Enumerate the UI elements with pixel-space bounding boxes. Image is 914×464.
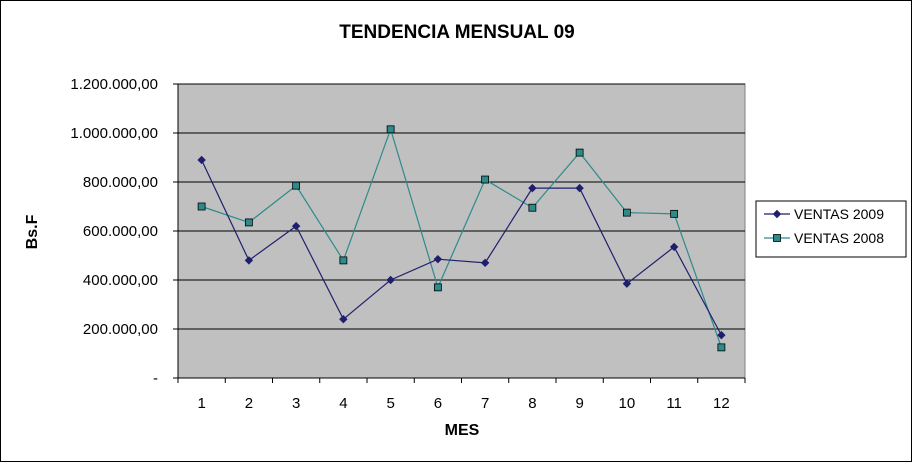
data-point xyxy=(339,314,348,324)
y-tick-label: 200.000,00 xyxy=(83,321,158,338)
series-1 xyxy=(197,125,726,352)
y-tick-label: 400.000,00 xyxy=(83,272,158,289)
x-tick-label: 5 xyxy=(386,395,394,412)
series-line xyxy=(201,159,722,336)
y-tick-label: - xyxy=(153,370,158,387)
data-point xyxy=(244,218,253,227)
series-layer xyxy=(197,125,726,352)
series-0 xyxy=(197,155,726,340)
y-tick-label: 800.000,00 xyxy=(83,174,158,191)
data-point xyxy=(669,242,679,252)
data-point xyxy=(717,330,726,340)
x-tick-label: 4 xyxy=(339,395,347,412)
x-tick-label: 3 xyxy=(292,395,300,412)
y-tick-label: 1.000.000,00 xyxy=(70,125,158,142)
legend-marker xyxy=(772,209,782,219)
data-point xyxy=(433,283,442,292)
x-tick-label: 12 xyxy=(713,395,730,412)
data-point xyxy=(197,155,206,165)
x-tick-label: 11 xyxy=(666,395,682,412)
x-tick-label: 7 xyxy=(481,395,489,412)
data-point xyxy=(622,279,632,288)
data-point xyxy=(386,125,395,134)
x-tick-label: 8 xyxy=(528,395,536,412)
y-tick-label: 600.000,00 xyxy=(83,223,158,240)
x-tick-label: 10 xyxy=(619,395,636,412)
x-tick-label: 2 xyxy=(245,395,253,412)
y-axis-title: Bs.F xyxy=(24,214,41,249)
data-point xyxy=(481,175,490,184)
data-point xyxy=(670,209,679,218)
data-point xyxy=(575,183,584,193)
gridlines xyxy=(178,83,745,330)
series-line xyxy=(201,127,722,348)
data-point xyxy=(575,148,584,157)
y-tick-label: 1.200.000,00 xyxy=(70,76,158,93)
data-point xyxy=(528,183,537,193)
data-point xyxy=(622,208,631,217)
chart-title: TENDENCIA MENSUAL 09 xyxy=(339,22,574,43)
x-axis-title: MES xyxy=(445,422,480,439)
legend-label: VENTAS 2008 xyxy=(794,230,884,246)
legend-marker xyxy=(773,234,781,242)
data-point xyxy=(339,256,348,265)
legend-box xyxy=(755,200,907,258)
data-point xyxy=(386,275,395,285)
data-point xyxy=(480,258,490,268)
data-point xyxy=(717,343,726,352)
y-axis-ticks: - 200.000,00 400.000,00 600.000,00 800.000,0… xyxy=(70,76,178,387)
data-point xyxy=(244,256,254,265)
x-tick-label: 9 xyxy=(575,395,583,412)
x-tick-label: 1 xyxy=(197,395,205,412)
data-point xyxy=(291,221,301,231)
x-tick-label: 6 xyxy=(434,395,442,412)
legend: VENTAS 2009 VENTAS 2008 xyxy=(755,200,907,258)
data-point xyxy=(292,181,301,190)
data-point xyxy=(433,254,443,264)
legend-item: VENTAS 2008 xyxy=(764,230,884,246)
data-point xyxy=(528,203,537,212)
x-axis-ticks: 1 2 3 4 5 6 7 8 9 10 11 12 xyxy=(177,378,746,412)
legend-item: VENTAS 2009 xyxy=(764,206,884,222)
data-point xyxy=(197,202,206,211)
legend-label: VENTAS 2009 xyxy=(794,206,884,222)
